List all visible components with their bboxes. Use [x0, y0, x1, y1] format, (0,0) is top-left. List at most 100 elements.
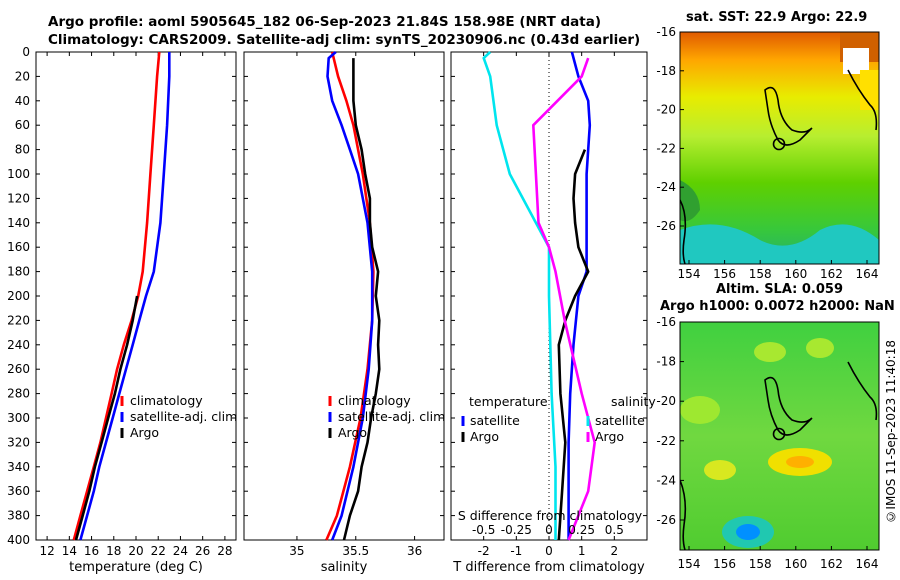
salinity-axes-frame	[243, 51, 445, 541]
temperature-legend-label: Argo	[130, 425, 159, 440]
difference-panel: -2 -1 0 1 2 T difference from climatology temp…	[450, 51, 656, 575]
salinity-panel: 35 35.5 36 salinity climatologysatellite-adj…	[243, 51, 445, 575]
depth-tick-label: 0	[22, 45, 30, 59]
sla-coastline	[764, 376, 813, 436]
temperature-legend-label: satellite-adj. clim	[130, 409, 237, 424]
difference-xtick-label: 2	[611, 544, 619, 558]
sla-map	[679, 321, 880, 551]
depth-tick-label: 140	[7, 216, 30, 230]
sla-lon-tick-label: 160	[784, 557, 807, 571]
sst-lon-tick-label: 156	[713, 267, 736, 281]
depth-tick-label: 60	[15, 118, 30, 132]
salinity-difference-tick-label: -0.25	[501, 523, 532, 537]
diff-legend-label-temperature: Argo	[470, 429, 499, 444]
sst-lon-tick-label: 154	[678, 267, 701, 281]
salinity-difference-tick-label: 0.25	[568, 523, 595, 537]
temperature-xtick-label: 24	[173, 544, 188, 558]
sla-lon-tick-label: 164	[856, 557, 879, 571]
temperature-xtick-label: 12	[39, 544, 54, 558]
depth-tick-label: 100	[7, 167, 30, 181]
temperature-xtick-label: 20	[128, 544, 143, 558]
diff-legend-temperature-title: temperature	[469, 394, 548, 409]
sla-map-title-line2: Argo h1000: 0.0072 h2000: NaN	[660, 299, 895, 314]
diff-legend-label-salinity: satellite	[595, 413, 645, 428]
sla-lon-tick-label: 162	[820, 557, 843, 571]
salinity-difference-tick-label: -0.5	[472, 523, 495, 537]
sst-lat-tick-label: -22	[656, 141, 676, 155]
sst-lat-tick-label: -18	[656, 64, 676, 78]
temperature-xtick-label: 18	[106, 544, 121, 558]
sst-lat-tick-label: -24	[656, 180, 676, 194]
salinity-difference-tick-label: 0.5	[605, 523, 624, 537]
salinity-xlabel: salinity	[321, 560, 368, 575]
temperature-xtick-label: 14	[62, 544, 77, 558]
temperature-xlabel: temperature (deg C)	[69, 560, 203, 575]
depth-tick-label: 20	[15, 69, 30, 83]
depth-tick-label: 340	[7, 460, 30, 474]
temperature-panel: 0 20 40 60 80 100 120 140 160 180 200 220 240 260 280 3…	[7, 45, 237, 575]
difference-series-t-satellite	[567, 51, 592, 540]
difference-series-s-satellite	[482, 51, 557, 540]
difference-xtick-label: 1	[578, 544, 586, 558]
temperature-xtick-label: 22	[151, 544, 166, 558]
sst-coastline	[764, 86, 813, 146]
depth-tick-label: 260	[7, 362, 30, 376]
salinity-xtick-label: 36	[407, 544, 422, 558]
depth-tick-label: 200	[7, 289, 30, 303]
sst-cool-water-patch	[680, 224, 879, 264]
diff-legend-label-salinity: Argo	[595, 429, 624, 444]
salinity-difference-tick-label: 0	[545, 523, 553, 537]
temperature-xtick-label: 28	[217, 544, 232, 558]
salinity-legend-label: climatology	[338, 393, 411, 408]
depth-tick-label: 240	[7, 338, 30, 352]
depth-tick-label: 360	[7, 484, 30, 498]
figure-title-line1: Argo profile: aoml 5905645_182 06-Sep-20…	[48, 14, 602, 30]
temperature-series-argo	[74, 295, 139, 541]
sst-lat-tick-label: -26	[656, 219, 676, 233]
depth-tick-label: 80	[15, 143, 30, 157]
sst-lon-tick-label: 160	[784, 267, 807, 281]
depth-tick-label: 220	[7, 313, 30, 327]
salinity-legend-label: Argo	[338, 425, 367, 440]
depth-tick-label: 280	[7, 387, 30, 401]
sla-lat-tick-label: -18	[656, 355, 676, 369]
temperature-xtick-label: 16	[84, 544, 99, 558]
salinity-xtick-label: 35.5	[342, 544, 369, 558]
sst-lon-tick-label: 164	[856, 267, 879, 281]
depth-tick-label: 180	[7, 265, 30, 279]
temperature-series-satellite-adj-clim	[79, 52, 171, 541]
salinity-difference-axis-label: S difference from climatology	[458, 508, 643, 523]
sla-lat-tick-label: -16	[656, 315, 676, 329]
sst-missing-data-patch	[843, 48, 869, 74]
depth-tick-label: 300	[7, 411, 30, 425]
salinity-series-satellite-adj-clim	[326, 51, 374, 541]
sla-map-title-line1: Altim. SLA: 0.059	[716, 282, 843, 297]
depth-tick-label: 120	[7, 191, 30, 205]
salinity-series-climatology	[325, 51, 375, 541]
sla-lon-tick-label: 156	[713, 557, 736, 571]
temperature-series-climatology	[72, 51, 161, 541]
salinity-legend-label: satellite-adj. clim	[338, 409, 445, 424]
sst-lon-tick-label: 162	[820, 267, 843, 281]
difference-series-t-argo	[557, 149, 590, 541]
difference-series-s-argo	[531, 57, 597, 541]
temperature-legend-label: climatology	[130, 393, 203, 408]
sla-argo-location-marker	[772, 427, 786, 441]
salinity-xtick-label: 35	[289, 544, 304, 558]
sst-lat-tick-label: -20	[656, 103, 676, 117]
sst-lon-tick-label: 158	[749, 267, 772, 281]
sst-argo-location-marker	[772, 137, 786, 151]
sst-map	[679, 31, 880, 265]
difference-xlabel: T difference from climatology	[452, 560, 645, 575]
difference-xtick-label: -2	[478, 544, 490, 558]
sla-lat-tick-label: -24	[656, 473, 676, 487]
sla-lat-tick-label: -22	[656, 434, 676, 448]
salinity-series-argo	[342, 58, 381, 541]
difference-xtick-label: 0	[545, 544, 553, 558]
diff-legend-salinity-title: salinity	[611, 394, 656, 409]
depth-tick-label: 40	[15, 94, 30, 108]
sst-map-title: sat. SST: 22.9 Argo: 22.9	[686, 10, 868, 25]
difference-xtick-label: -1	[510, 544, 522, 558]
depth-tick-label: 160	[7, 240, 30, 254]
depth-tick-label: 380	[7, 509, 30, 523]
